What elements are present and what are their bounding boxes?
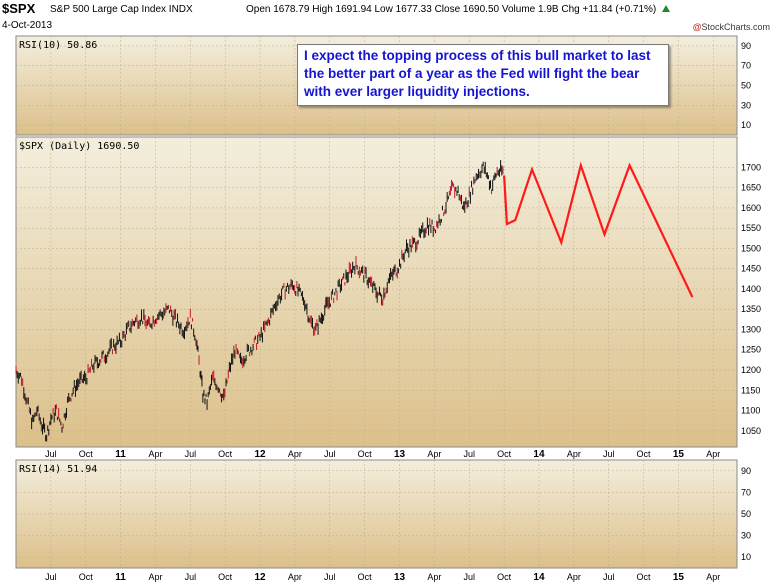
open-value: 1678.79 [273,4,310,15]
x-tick-label-bottom: 14 [533,572,545,583]
x-tick-label: Jul [463,449,475,459]
price-tick-label: 1700 [741,162,761,172]
ticker-exchange: INDX [168,4,193,15]
high-label: High [312,4,333,15]
close-value: 1690.50 [462,4,500,15]
x-tick-label: 15 [673,449,685,460]
x-tick-label: Oct [218,449,233,459]
x-tick-label-bottom: Apr [288,572,302,582]
x-tick-label: Jul [603,449,615,459]
price-tick-label: 1500 [741,243,761,253]
low-label: Low [374,4,393,15]
rsi14-tick-label: 10 [741,552,751,562]
x-tick-label: Oct [497,449,512,459]
ticker-name: S&P 500 Large Cap Index INDX [50,4,193,15]
chart-header: $SPX S&P 500 Large Cap Index INDX 4-Oct-… [0,0,780,36]
x-tick-label-bottom: Apr [427,572,441,582]
x-tick-label-bottom: Oct [497,572,512,582]
x-tick-label: 11 [115,449,126,460]
x-tick-label-bottom: Jul [463,572,475,582]
chg-label: Chg [561,4,580,15]
x-tick-label: Apr [567,449,581,459]
x-tick-label: Oct [637,449,652,459]
price-tick-label: 1150 [741,385,760,395]
chg-value: +11.84 (+0.71%) [582,4,657,15]
x-tick-label-bottom: Oct [218,572,233,582]
stockcharts-logo: @StockCharts.com [693,22,770,32]
rsi10-tick-label: 70 [741,61,751,71]
price-tick-label: 1250 [741,345,761,355]
x-tick-label: Jul [324,449,336,459]
x-tick-label-bottom: 11 [115,572,126,583]
x-tick-label: Jul [185,449,197,459]
brand-name: StockCharts.com [701,22,770,32]
x-tick-label: Apr [427,449,441,459]
x-tick-label: Apr [706,449,720,459]
annotation-box: I expect the topping process of this bul… [297,44,669,106]
x-tick-label-bottom: Jul [603,572,615,582]
x-tick-label: 13 [394,449,406,460]
x-tick-label-bottom: Apr [148,572,162,582]
ticker-full-name: S&P 500 Large Cap Index [50,4,167,15]
up-triangle-icon [662,5,671,12]
rsi14-tick-label: 90 [741,466,751,476]
ticker-symbol: $SPX [2,1,36,16]
quote-line: Open 1678.79 High 1691.94 Low 1677.33 Cl… [246,4,671,15]
price-tick-label: 1550 [741,223,761,233]
high-value: 1691.94 [335,4,372,15]
rsi10-title: RSI(10) 50.86 [19,40,97,51]
x-tick-label: Jul [45,449,57,459]
volume-value: 1.9B [538,4,559,15]
x-tick-label-bottom: Jul [185,572,197,582]
x-tick-label: 12 [254,449,266,460]
x-tick-label-bottom: Apr [567,572,581,582]
rsi14-tick-label: 50 [741,509,751,519]
x-tick-label: Oct [79,449,94,459]
price-tick-label: 1450 [741,264,761,274]
price-tick-label: 1650 [741,183,761,193]
price-tick-label: 1600 [741,203,761,213]
rsi14-title: RSI(14) 51.94 [19,464,97,475]
price-tick-label: 1200 [741,365,761,375]
x-tick-label-bottom: Oct [637,572,652,582]
x-tick-label: Oct [358,449,373,459]
x-tick-label: 14 [533,449,545,460]
rsi10-tick-label: 10 [741,120,751,130]
rsi10-tick-label: 50 [741,81,751,91]
rsi10-tick-label: 90 [741,41,751,51]
forecast-line [503,161,694,298]
price-tick-label: 1100 [741,406,760,416]
volume-label: Volume [501,4,536,15]
open-label: Open [246,4,271,15]
x-tick-label-bottom: Oct [358,572,373,582]
x-tick-label-bottom: Jul [45,572,57,582]
rsi14-tick-label: 70 [741,487,751,497]
brand-prefix: @ [692,22,702,32]
rsi10-tick-label: 30 [741,100,751,110]
x-tick-label-bottom: Oct [79,572,94,582]
price-tick-label: 1050 [741,426,761,436]
x-tick-label-bottom: 13 [394,572,406,583]
quote-date: 4-Oct-2013 [2,20,53,31]
x-tick-label-bottom: 12 [254,572,266,583]
close-label: Close [434,4,461,15]
x-tick-label: Apr [148,449,162,459]
price-tick-label: 1350 [741,304,761,314]
x-tick-label-bottom: 15 [673,572,685,583]
low-value: 1677.33 [395,4,432,15]
x-tick-label-bottom: Apr [706,572,720,582]
price-tick-label: 1400 [741,284,761,294]
x-tick-label: Apr [288,449,302,459]
price-tick-label: 1300 [741,324,761,334]
price-title: $SPX (Daily) 1690.50 [19,141,139,152]
rsi14-tick-label: 30 [741,531,751,541]
x-tick-label-bottom: Jul [324,572,336,582]
